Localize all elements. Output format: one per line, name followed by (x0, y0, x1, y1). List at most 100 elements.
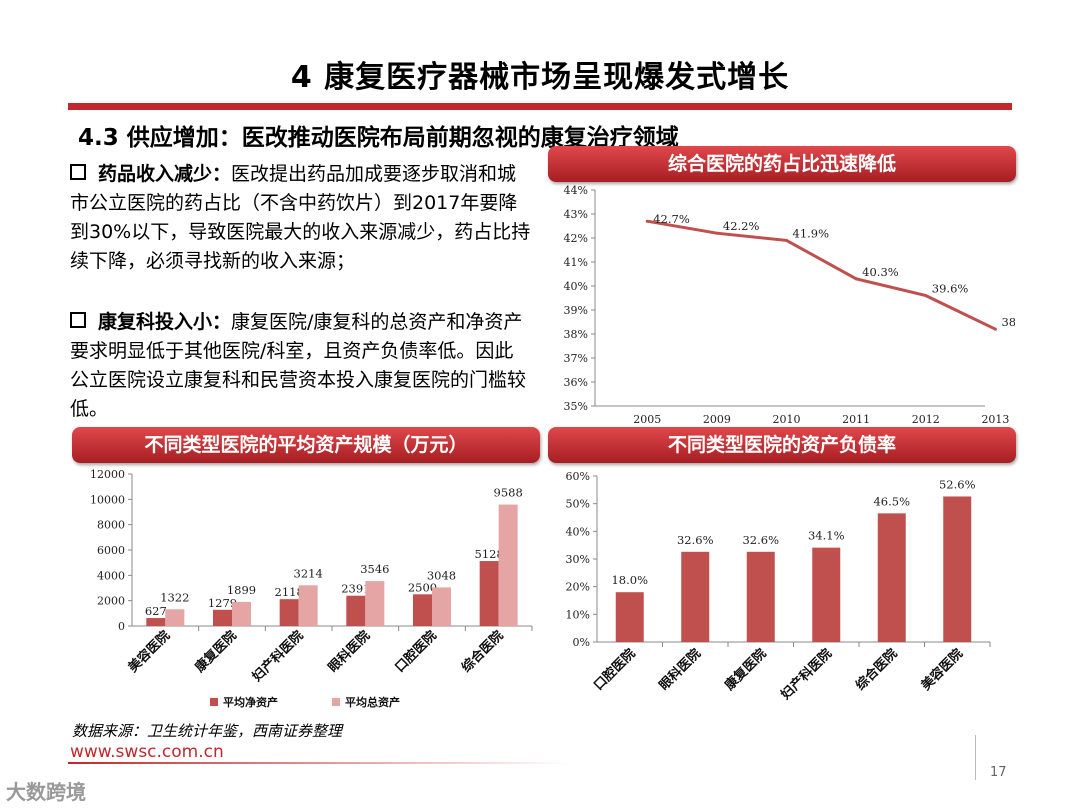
legend-label: 平均总资产 (345, 695, 400, 709)
data-point (715, 231, 719, 235)
data-label: 38.2% (1001, 315, 1015, 329)
x-category-label: 口腔医院 (392, 628, 440, 676)
data-label: 2500 (408, 580, 437, 594)
bar (213, 609, 232, 626)
x-tick-label: 2011 (842, 413, 870, 426)
data-label: 46.5% (873, 494, 910, 508)
y-tick-label: 35% (564, 400, 588, 413)
x-category-label: 妇产科医院 (249, 628, 307, 686)
data-point (854, 277, 858, 281)
website-link[interactable]: www.swsc.com.cn (70, 742, 224, 762)
data-label: 32.6% (677, 533, 714, 547)
data-label: 3214 (294, 566, 323, 580)
legend-swatch (210, 698, 218, 706)
y-tick-label: 20% (566, 581, 590, 594)
y-tick-label: 10% (566, 608, 590, 621)
x-tick-label: 2005 (633, 413, 661, 426)
data-label: 32.6% (742, 533, 779, 547)
y-tick-label: 8000 (97, 519, 125, 532)
y-tick-label: 39% (564, 304, 588, 317)
y-tick-label: 6000 (97, 544, 125, 557)
y-tick-label: 12000 (90, 468, 125, 481)
y-tick-label: 30% (566, 553, 590, 566)
bar (432, 587, 451, 626)
debt-ratio-bar-chart: 0% 10% 20% 30% 40% 50% 60% 18.0% 口腔医院 32.6% 眼科医院 32… (566, 470, 991, 704)
x-category-label: 妇产科医院 (777, 646, 835, 704)
bar (681, 551, 710, 642)
y-tick-label: 60% (566, 470, 590, 483)
y-tick-label: 37% (564, 352, 588, 365)
x-tick-label: 2013 (981, 413, 1009, 426)
data-label: 3048 (427, 568, 456, 582)
data-label: 18.0% (611, 573, 648, 587)
data-point (924, 294, 928, 298)
y-tick-label: 38% (564, 328, 588, 341)
footer-divider (975, 735, 976, 780)
x-category-label: 综合医院 (458, 628, 506, 676)
bullet-body: 医改提出药品加成要逐步取消和城市公立医院的药占比（不含中药饮片）到2017年要降… (70, 163, 531, 272)
x-category-label: 美容医院 (125, 628, 173, 676)
asset-chart-banner: 不同类型医院的平均资产规模（万元） (72, 427, 540, 463)
bar (812, 547, 841, 642)
data-label: 34.1% (808, 529, 845, 543)
bar (298, 585, 318, 626)
y-tick-label: 43% (564, 208, 588, 221)
data-label: 1279 (208, 596, 237, 610)
slide-title: 4 康复医疗器械市场呈现爆发式增长 (290, 60, 790, 95)
x-tick-label: 2010 (773, 413, 801, 426)
bar (479, 561, 499, 626)
data-label: 3546 (360, 562, 389, 576)
data-point (785, 238, 789, 242)
data-label: 627 (145, 604, 167, 618)
y-tick-label: 0 (118, 620, 125, 633)
y-tick-label: 50% (566, 498, 590, 511)
line-chart: 35% 36% 37% 38% 39% 40% 41% 42% 43% 44% 42.7% 2005 4… (564, 184, 1015, 426)
bar (365, 581, 385, 626)
legend-swatch (332, 698, 340, 706)
bullet-body: 康复医院/康复科的总资产和净资产要求明显低于其他医院/科室，且资产负债率低。因此… (70, 311, 527, 420)
data-point (645, 219, 649, 223)
y-tick-label: 4000 (97, 569, 125, 582)
data-label: 2391 (341, 582, 370, 596)
watermark: 大数跨境 (6, 780, 86, 804)
bar (413, 594, 432, 626)
data-label: 2118 (275, 585, 304, 599)
data-label: 5128 (475, 547, 504, 561)
data-label: 40.3% (862, 265, 899, 279)
footer-rule (68, 762, 568, 764)
x-category-label: 眼科医院 (656, 646, 704, 694)
debt-chart-banner: 不同类型医院的资产负债率 (548, 427, 1016, 463)
source-note: 数据来源：卫生统计年鉴，西南证券整理 (72, 722, 343, 740)
bar (498, 504, 518, 626)
x-category-label: 综合医院 (852, 646, 900, 694)
data-label: 42.2% (723, 219, 760, 233)
data-label: 42.7% (653, 212, 690, 226)
data-label: 39.6% (932, 282, 969, 296)
y-tick-label: 36% (564, 376, 588, 389)
x-category-label: 康复医院 (192, 628, 240, 676)
bullet-head: 康复科投入小： (98, 311, 232, 333)
bullet-rehab-investment: 康复科投入小：康复医院/康复科的总资产和净资产要求明显低于其他医院/科室，且资产… (70, 308, 532, 424)
page-number: 17 (990, 765, 1007, 780)
data-label: 41.9% (793, 226, 830, 240)
bullet-drug-revenue: 药品收入减少：医改提出药品加成要逐步取消和城市公立医院的药占比（不含中药饮片）到… (70, 160, 532, 276)
y-tick-label: 0% (573, 636, 590, 649)
data-label: 1322 (160, 590, 189, 604)
x-category-label: 口腔医院 (590, 646, 638, 694)
data-label: 9588 (494, 486, 523, 500)
y-tick-label: 44% (564, 184, 588, 197)
y-tick-label: 41% (564, 256, 588, 269)
x-category-label: 美容医院 (918, 646, 966, 694)
y-tick-label: 42% (564, 232, 588, 245)
bar (615, 592, 644, 642)
bar (165, 609, 185, 626)
x-category-label: 眼科医院 (325, 628, 373, 676)
data-point (993, 327, 997, 331)
x-category-label: 康复医院 (721, 646, 769, 694)
bar (746, 551, 775, 642)
y-tick-label: 2000 (97, 595, 125, 608)
bar (346, 595, 366, 626)
bar (877, 513, 906, 642)
line-chart-banner: 综合医院的药占比迅速降低 (548, 146, 1016, 182)
